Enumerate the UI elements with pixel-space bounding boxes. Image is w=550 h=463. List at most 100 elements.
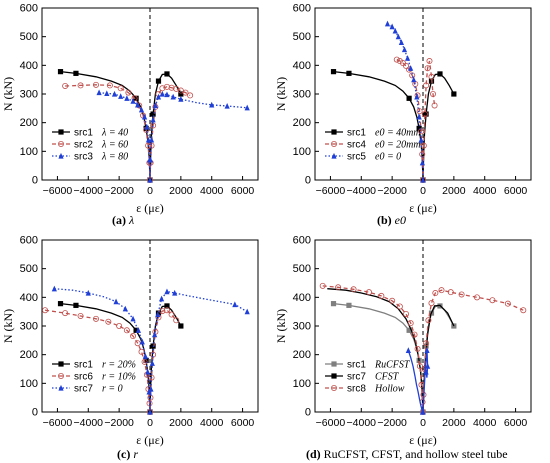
panel-a-series-src3-point: [155, 93, 162, 100]
panel-a-series-src2-point: [125, 89, 132, 96]
panel-b-xtick-label: 0: [420, 185, 426, 197]
panel-b-series-src1-point: [346, 70, 352, 76]
panel-b-xtick-label: 2000: [442, 185, 466, 197]
panel-d-series-src8-point: [414, 345, 421, 352]
panel-c-ytick-label: 200: [20, 349, 38, 361]
panel-c-series-src7-point: [164, 288, 170, 295]
panel-b-series-src4-point: [420, 142, 427, 149]
panel-c-xtick-label: −4000: [74, 417, 104, 429]
panel-c-series-src7-point: [155, 311, 161, 318]
panel-a-xtick-label: −6000: [43, 185, 73, 197]
panel-c-legend-name: src6: [74, 372, 93, 383]
panel-b-legend-param: e0 = 20mm: [375, 140, 421, 151]
panel-c-series-src1-point: [178, 323, 184, 329]
caption-a-label: (a): [112, 213, 126, 227]
caption-c-label: (c): [117, 447, 131, 461]
panel-d-series-src1-line: [333, 302, 455, 413]
panel-c-series-src6-point: [130, 333, 137, 340]
panel-c-series-src7-point: [85, 289, 91, 296]
panel-b-series-src5-point: [384, 20, 391, 27]
panel-a-legend-marker: [58, 129, 64, 135]
panel-a-series-src1-point: [150, 111, 156, 117]
panel-d-legend-param: CFST: [375, 372, 400, 383]
panel-a-series-src3-point: [118, 93, 124, 99]
panel-c-series-src6-point: [77, 312, 84, 319]
panel-a-legend-name: src3: [74, 152, 93, 163]
panel-d-series-src8-point: [425, 317, 432, 324]
panel-a-series-src2-point: [93, 81, 100, 88]
panel-a-xtick-label: 4000: [200, 185, 224, 197]
panel-b-series-src5-point: [414, 93, 420, 100]
panel-b-series-src4-point: [430, 91, 437, 98]
panel-c-legend-marker: [58, 361, 64, 367]
panel-d-series-src8-point: [416, 363, 423, 370]
caption-b-label: (b): [377, 213, 392, 227]
panel-c-series-src7-point: [244, 308, 250, 315]
panel-c-series-src7-point: [139, 338, 145, 345]
panel-b-ytick-label: 0: [305, 175, 311, 187]
panel-a-legend-marker: [58, 152, 64, 159]
panel-c-series-src7-point: [146, 388, 152, 395]
panel-a-series-src3-point: [152, 102, 158, 109]
panel-c-ylabel: N (kN): [1, 309, 15, 343]
panel-b-xtick-label: −6000: [316, 185, 346, 197]
caption-b-text: e0: [394, 213, 406, 227]
panel-b-series-src1-point: [330, 69, 337, 75]
panel-a-series-src3-point: [244, 104, 250, 111]
panel-a-series-src1-point: [178, 91, 184, 97]
panel-a-ylabel: N (kN): [1, 77, 15, 111]
panel-c-xtick-label: 6000: [231, 417, 255, 429]
panel-b-ytick-label: 600: [293, 3, 311, 15]
panel-c-legend-marker: [58, 384, 64, 391]
panel-d-ytick-label: 400: [293, 292, 311, 304]
panel-a-series-src3-point: [209, 101, 215, 108]
panel-a-xtick-label: −2000: [104, 185, 134, 197]
panel-a-series-src3-point: [130, 98, 136, 104]
panel-a-series-src2-point: [131, 95, 138, 102]
panel-b-series-src4-point: [403, 62, 410, 69]
panel-b-series-src4-point: [424, 65, 431, 72]
panel-b-series-src4-point: [423, 82, 430, 89]
panel-a-series-src2-point: [187, 92, 194, 99]
panel-b-series-src5-point: [411, 76, 417, 83]
panel-d-series-extra3-point: [420, 408, 426, 415]
panel-b-series-src1-point: [423, 111, 429, 117]
panel-b-series-src5-point: [408, 65, 414, 71]
panel-c-xtick-label: 2000: [169, 417, 193, 429]
panel-a-series-src3-point: [150, 116, 156, 123]
panel-b-legend-name: src5: [347, 152, 366, 163]
panel-b-legend-marker: [331, 152, 337, 159]
panel-d-series-src8-point: [504, 300, 511, 307]
panel-d-legend-param: Hollow: [374, 384, 405, 395]
panel-b-ytick-label: 500: [293, 31, 311, 43]
panel-c-series-src7-point: [232, 301, 238, 308]
panel-d-ylabel: N (kN): [274, 309, 288, 343]
panel-c-xtick-label: −6000: [43, 417, 73, 429]
panel-c-series-src7-point: [135, 327, 142, 333]
panel-a-series-src2-point: [106, 82, 113, 89]
panel-c-xlabel: ε (με): [136, 433, 164, 447]
panel-c-xtick-label: −2000: [104, 417, 134, 429]
panel-a-series-src3-point: [138, 106, 145, 113]
panel-d-legend-param: RuCFST: [374, 360, 411, 371]
panel-c-series-src1-point: [57, 301, 64, 307]
panel-a-legend-param: λ = 60: [101, 140, 128, 151]
panel-b-series-src4-point: [416, 108, 423, 115]
panel-c-series-src7-point: [149, 360, 155, 366]
caption-b: (b) e0: [377, 213, 406, 228]
panel-a-legend-param: λ = 80: [101, 152, 128, 163]
panel-c-series-src7-point: [148, 385, 154, 392]
panel-d-ytick-label: 200: [293, 349, 311, 361]
panel-d-series-src1-point: [330, 301, 337, 307]
panel-a-series-src1-point: [155, 78, 162, 84]
panel-a-legend-param: λ = 40: [101, 128, 128, 139]
caption-c-text: r: [133, 447, 138, 461]
panel-c-series-src7-point: [51, 285, 57, 292]
panel-d-xtick-label: 2000: [442, 417, 466, 429]
panel-a-series-src3-point: [124, 95, 130, 101]
panel-c-series-src7-point: [142, 353, 148, 359]
panel-c-series-src7-point: [145, 368, 151, 375]
panel-d-series-src8-point: [423, 340, 430, 347]
panel-c-series-src6-point: [93, 315, 100, 322]
panel-b-series-src4-point: [396, 58, 403, 65]
